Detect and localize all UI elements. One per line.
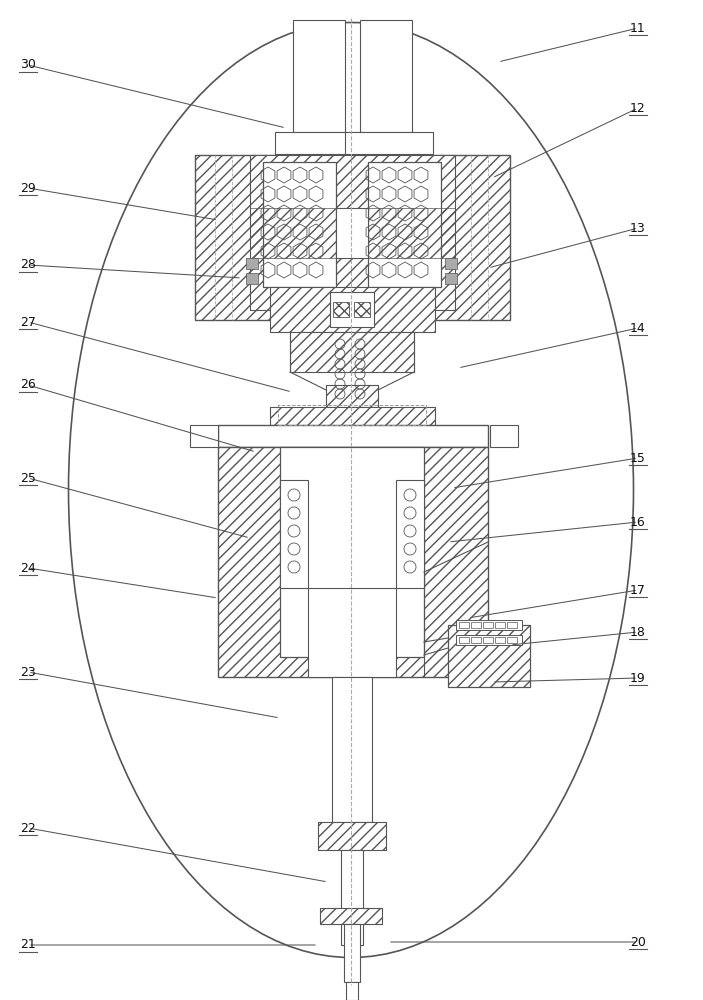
Bar [448, 625, 530, 687]
Text: 30: 30 [20, 58, 36, 72]
Bar [250, 155, 455, 310]
Bar [326, 385, 378, 407]
Text: 14: 14 [630, 322, 646, 334]
Bar [280, 480, 308, 588]
Bar [218, 447, 488, 677]
Bar [445, 258, 457, 269]
Bar [445, 273, 457, 284]
Bar [495, 637, 505, 643]
Bar [490, 425, 518, 447]
Text: 15: 15 [630, 452, 646, 464]
Bar [320, 908, 382, 924]
Bar [507, 637, 517, 643]
Text: 25: 25 [20, 472, 36, 485]
Text: 27: 27 [20, 316, 36, 328]
Bar [270, 287, 435, 332]
Bar [332, 677, 372, 822]
Text: 17: 17 [630, 584, 646, 596]
Bar [341, 850, 363, 945]
Bar [344, 924, 360, 982]
Bar [278, 405, 426, 425]
Text: 19: 19 [630, 672, 646, 684]
Bar [293, 20, 345, 132]
Bar [360, 20, 412, 132]
Bar [270, 407, 435, 425]
Bar [320, 908, 382, 924]
Bar [507, 622, 517, 628]
Text: 24: 24 [20, 562, 36, 574]
Bar [456, 635, 522, 645]
Bar [448, 625, 530, 687]
Bar [333, 302, 349, 317]
Bar [250, 155, 455, 310]
Bar [495, 622, 505, 628]
Bar [483, 622, 493, 628]
Text: 26: 26 [20, 378, 36, 391]
Bar [195, 155, 510, 320]
Bar [190, 425, 218, 447]
Bar [471, 622, 481, 628]
Bar [270, 287, 435, 332]
Bar [195, 155, 510, 320]
Bar [308, 588, 396, 677]
Bar [246, 258, 258, 269]
Bar [246, 273, 258, 284]
Bar [250, 208, 336, 258]
Bar [354, 302, 370, 317]
Text: 12: 12 [630, 102, 646, 114]
Bar [396, 480, 424, 588]
Bar [346, 982, 358, 1000]
Bar [483, 637, 493, 643]
Text: 13: 13 [630, 222, 646, 234]
Bar [336, 208, 368, 258]
Bar [263, 162, 336, 287]
Text: 21: 21 [20, 938, 36, 952]
Bar [345, 132, 433, 154]
Text: 11: 11 [630, 21, 646, 34]
Text: 29: 29 [20, 182, 36, 194]
Bar [218, 447, 488, 677]
Bar [290, 332, 414, 372]
Bar [280, 447, 424, 657]
Bar [459, 622, 469, 628]
Bar [330, 292, 374, 327]
Bar [275, 132, 363, 154]
Bar [368, 162, 441, 287]
Text: 22: 22 [20, 822, 36, 834]
Bar [290, 332, 414, 372]
Text: 16: 16 [630, 516, 646, 528]
Bar [471, 637, 481, 643]
Bar [218, 425, 488, 447]
Bar [318, 822, 386, 850]
Bar [270, 407, 435, 425]
Bar [326, 385, 378, 407]
Bar [318, 822, 386, 850]
Bar [456, 620, 522, 630]
Text: 23: 23 [20, 666, 36, 678]
Text: 18: 18 [630, 626, 646, 639]
Bar [459, 637, 469, 643]
Text: 20: 20 [630, 936, 646, 948]
Text: 28: 28 [20, 258, 36, 271]
Bar [368, 208, 455, 258]
